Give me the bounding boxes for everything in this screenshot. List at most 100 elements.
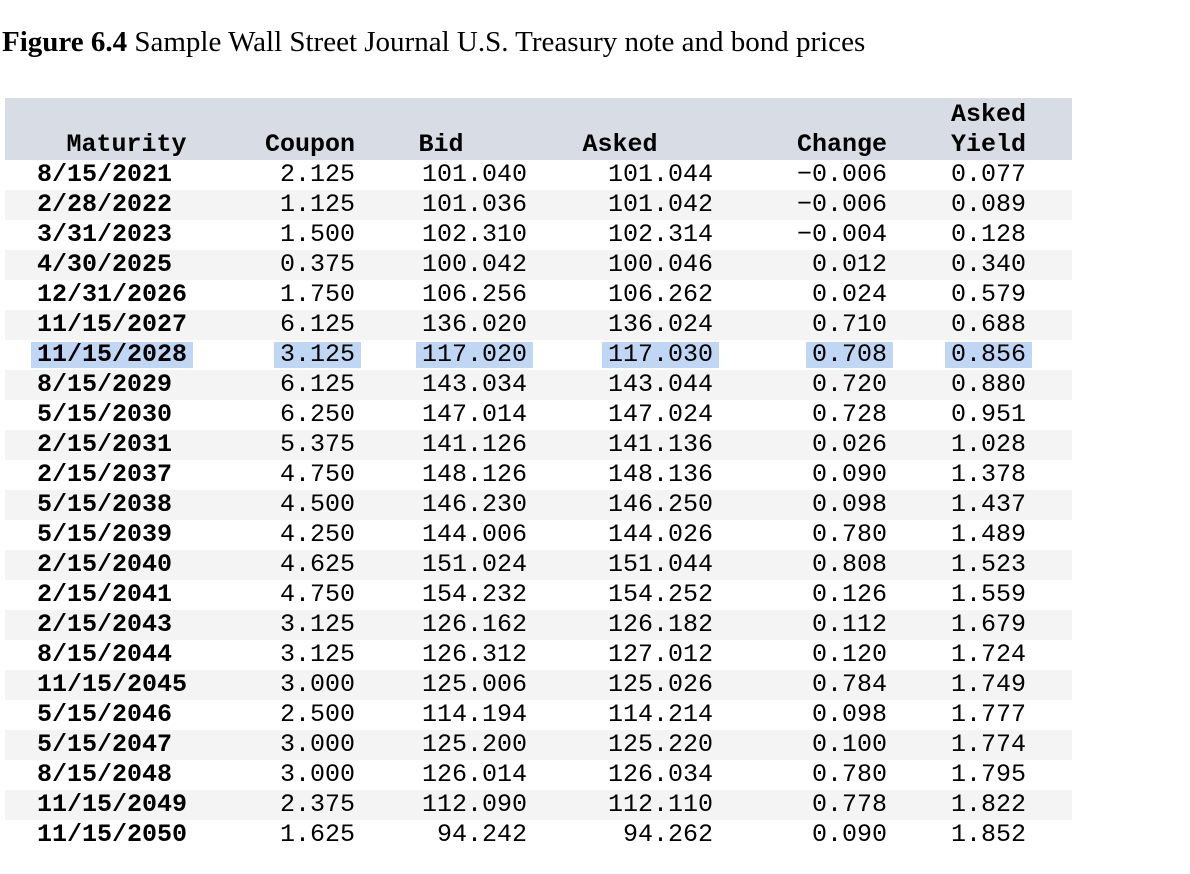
maturity-cell: 8/15/2044	[37, 640, 173, 669]
bid-cell: 106.256	[421, 280, 527, 309]
coupon-cell: 4.750	[279, 580, 355, 609]
bid-cell: 154.232	[421, 580, 527, 609]
asked-cell: 144.026	[607, 520, 713, 549]
maturity-cell: 8/15/2048	[37, 760, 173, 789]
maturity-cell: 5/15/2038	[5, 490, 220, 520]
asked-cell: 143.044	[527, 370, 713, 400]
asked-cell: 148.136	[607, 460, 713, 489]
column-header-coupon: Coupon	[220, 130, 355, 160]
bid-cell: 136.020	[355, 310, 527, 340]
table-row: 8/15/2044 3.125 126.312 127.012 0.120 1.…	[5, 640, 1072, 670]
change-cell: 0.098	[713, 490, 887, 520]
asked-cell: 94.262	[622, 820, 713, 849]
asked-yield-cell: 0.077	[950, 160, 1026, 189]
coupon-cell: 4.250	[279, 520, 355, 549]
header-spacer	[713, 98, 887, 130]
asked-yield-cell: 0.579	[950, 280, 1026, 309]
asked-yield-cell: 0.951	[950, 400, 1026, 429]
bid-cell: 125.200	[355, 730, 527, 760]
change-cell: 0.090	[811, 460, 887, 489]
figure-caption: Sample Wall Street Journal U.S. Treasury…	[134, 26, 866, 58]
coupon-cell: 4.750	[279, 460, 355, 489]
table-row: 11/15/2027 6.125 136.020 136.024 0.710 0…	[5, 310, 1072, 340]
asked-yield-cell: 1.523	[887, 550, 1072, 580]
asked-yield-cell: 1.795	[950, 760, 1026, 789]
maturity-cell: 2/15/2031	[5, 430, 220, 460]
column-header-asked-yield-line2: Yield	[887, 130, 1072, 160]
table-body: 8/15/2021 2.125 101.040 101.044 −0.006 0…	[5, 160, 1072, 850]
coupon-cell: 3.125	[220, 610, 355, 640]
bid-cell: 141.126	[355, 430, 527, 460]
coupon-cell: 2.125	[279, 160, 355, 189]
asked-yield-cell: 1.749	[887, 670, 1072, 700]
change-cell: 0.112	[713, 610, 887, 640]
asked-yield-cell: 0.340	[887, 250, 1072, 280]
table-row: 2/28/2022 1.125 101.036 101.042 −0.006 0…	[5, 190, 1072, 220]
maturity-cell: 11/15/2050	[37, 820, 188, 849]
asked-yield-cell: 1.852	[950, 820, 1026, 849]
coupon-cell: 3.000	[279, 760, 355, 789]
asked-yield-cell: 0.128	[950, 220, 1026, 249]
asked-cell: 147.024	[607, 400, 713, 429]
maturity-cell: 2/15/2037	[37, 460, 173, 489]
coupon-cell: 2.375	[220, 790, 355, 820]
header-spacer	[527, 98, 713, 130]
bid-cell: 126.162	[355, 610, 527, 640]
coupon-cell: 3.125	[279, 640, 355, 669]
coupon-cell: 0.375	[220, 250, 355, 280]
bid-cell: 148.126	[421, 460, 527, 489]
asked-cell: 126.182	[527, 610, 713, 640]
asked-yield-cell: 1.559	[950, 580, 1026, 609]
coupon-cell: 1.625	[279, 820, 355, 849]
asked-yield-cell: 1.028	[887, 430, 1072, 460]
asked-cell: 127.012	[607, 640, 713, 669]
asked-yield-cell: 0.856	[950, 340, 1026, 369]
maturity-cell: 4/30/2025	[5, 250, 220, 280]
asked-yield-cell: 0.880	[887, 370, 1072, 400]
asked-cell: 126.034	[607, 760, 713, 789]
maturity-cell: 3/31/2023	[37, 220, 173, 249]
table-row: 12/31/2026 1.750 106.256 106.262 0.024 0…	[5, 280, 1072, 310]
bid-cell: 102.310	[421, 220, 527, 249]
bid-cell: 114.194	[421, 700, 527, 729]
coupon-cell: 3.000	[220, 730, 355, 760]
asked-cell: 146.250	[527, 490, 713, 520]
bid-cell: 125.006	[355, 670, 527, 700]
table-row: 2/15/2037 4.750 148.126 148.136 0.090 1.…	[5, 460, 1072, 490]
bid-cell: 101.040	[421, 160, 527, 189]
asked-yield-cell: 1.777	[950, 700, 1026, 729]
coupon-cell: 3.125	[279, 340, 355, 369]
table-row: 4/30/2025 0.375 100.042 100.046 0.012 0.…	[5, 250, 1072, 280]
table-row: 5/15/2039 4.250 144.006 144.026 0.780 1.…	[5, 520, 1072, 550]
table-row: 5/15/2030 6.250 147.014 147.024 0.728 0.…	[5, 400, 1072, 430]
table-row: 11/15/2028 3.125 117.020 117.030 0.708 0…	[5, 340, 1072, 370]
treasury-price-table: Asked Maturity Coupon Bid Asked Change Y…	[5, 98, 1072, 850]
bid-cell: 146.230	[355, 490, 527, 520]
asked-yield-cell: 1.489	[950, 520, 1026, 549]
change-cell: 0.780	[811, 520, 887, 549]
asked-cell: 100.046	[527, 250, 713, 280]
maturity-cell: 2/15/2040	[5, 550, 220, 580]
asked-yield-cell: 0.089	[887, 190, 1072, 220]
maturity-cell: 2/15/2043	[5, 610, 220, 640]
change-cell: 0.012	[713, 250, 887, 280]
maturity-cell: 5/15/2030	[37, 400, 173, 429]
maturity-cell: 11/15/2028	[37, 340, 188, 369]
header-spacer	[5, 98, 220, 130]
asked-yield-cell: 1.822	[887, 790, 1072, 820]
bid-cell: 151.024	[355, 550, 527, 580]
table-row: 8/15/2048 3.000 126.014 126.034 0.780 1.…	[5, 760, 1072, 790]
column-header-maturity: Maturity	[5, 130, 220, 160]
coupon-cell: 4.500	[220, 490, 355, 520]
bid-cell: 147.014	[421, 400, 527, 429]
table-row: 2/15/2043 3.125 126.162 126.182 0.112 1.…	[5, 610, 1072, 640]
table-row: 8/15/2021 2.125 101.040 101.044 −0.006 0…	[5, 160, 1072, 190]
asked-cell: 102.314	[607, 220, 713, 249]
table-row: 2/15/2040 4.625 151.024 151.044 0.808 1.…	[5, 550, 1072, 580]
column-header-asked: Asked	[527, 130, 713, 160]
coupon-cell: 6.250	[279, 400, 355, 429]
asked-cell: 125.026	[527, 670, 713, 700]
change-cell: 0.120	[811, 640, 887, 669]
column-header-change: Change	[713, 130, 887, 160]
change-cell: −0.004	[796, 220, 887, 249]
